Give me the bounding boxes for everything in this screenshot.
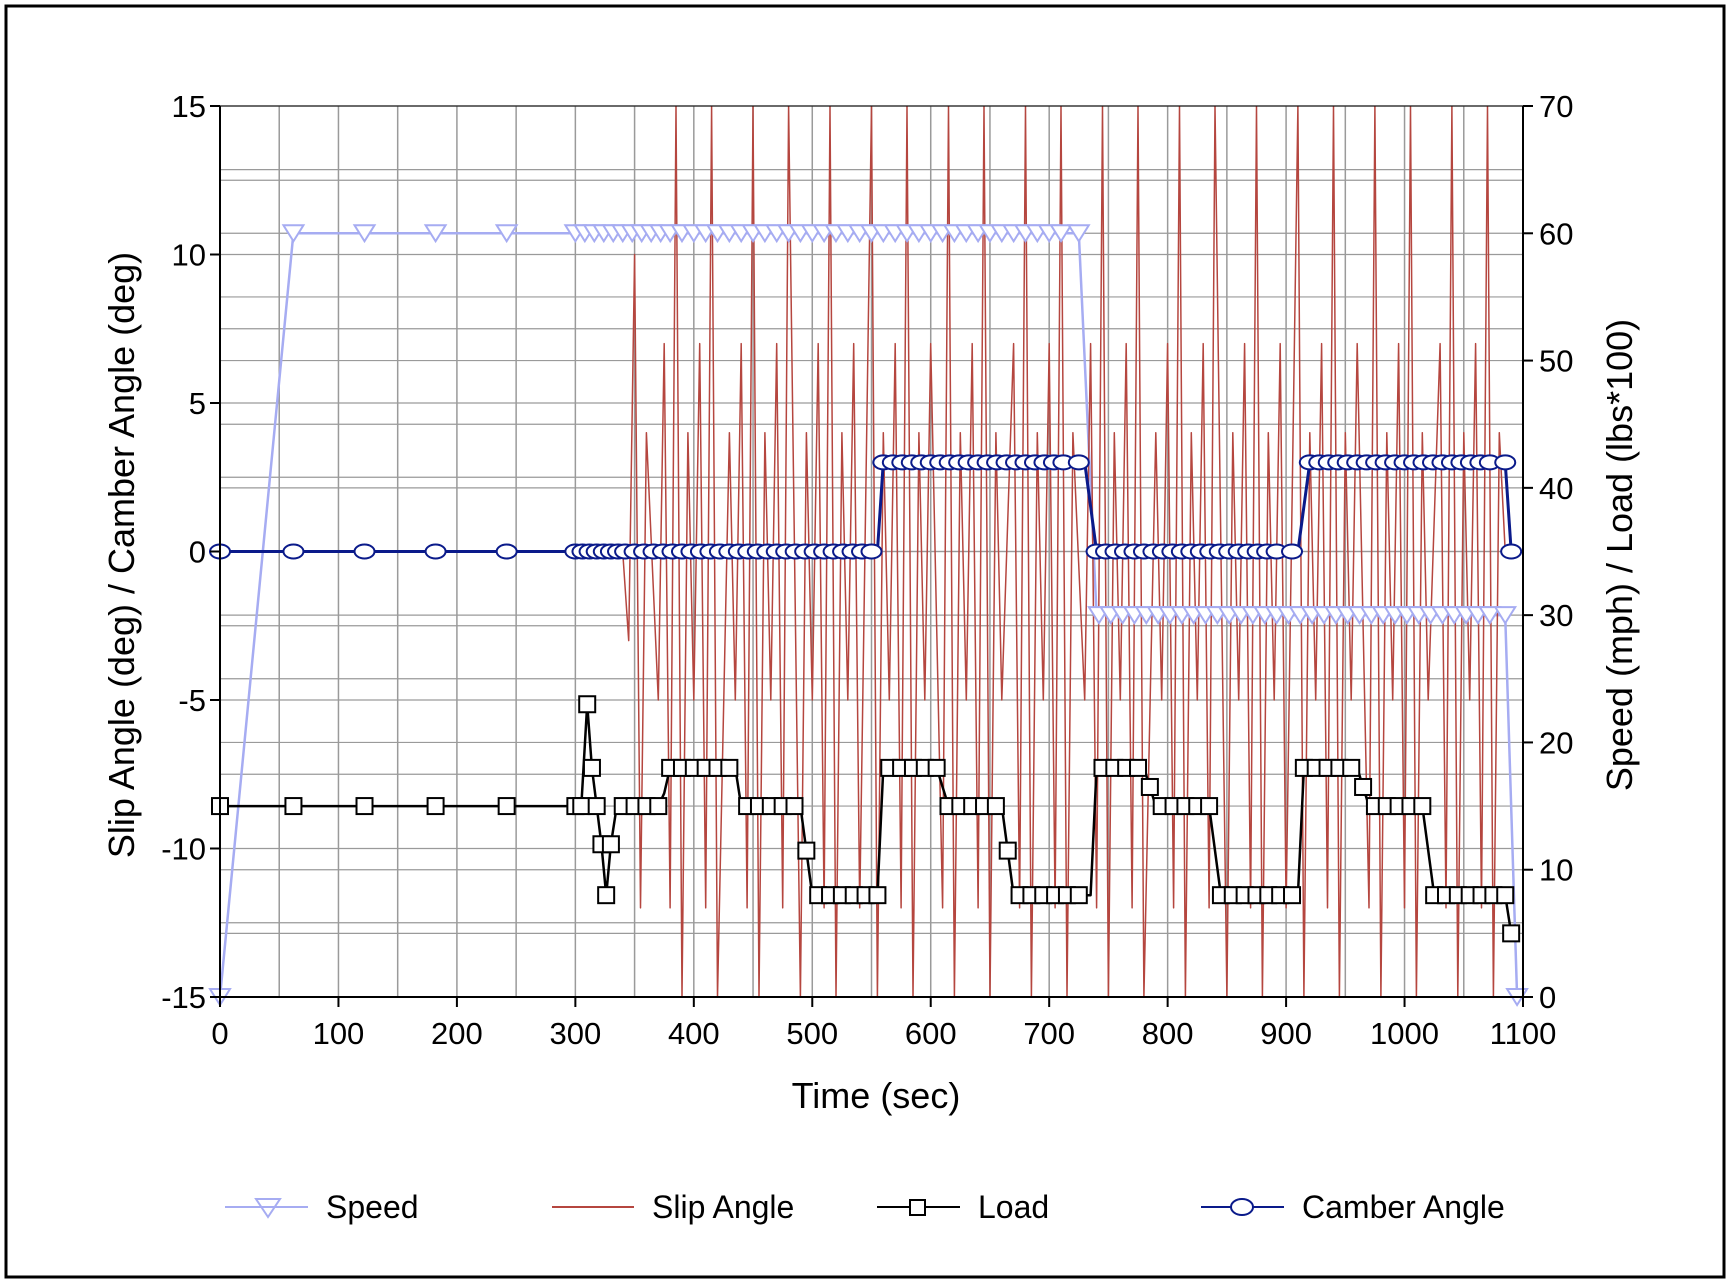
y-left-tick-label: 0 (189, 535, 206, 570)
point-load (601, 835, 620, 854)
point-camber-angle (282, 543, 305, 560)
point-speed (352, 224, 377, 244)
point-speed (1066, 224, 1091, 244)
point-load (785, 797, 804, 816)
series-line-speed (220, 232, 1519, 997)
point-load (720, 758, 739, 777)
point-camber-angle (495, 543, 518, 560)
y-left-axis-title: Slip Angle (deg) / Camber Angle (deg) (101, 252, 142, 858)
x-tick-label: 1100 (1490, 1016, 1557, 1051)
x-tick-label: 100 (313, 1016, 365, 1051)
y-right-tick-label: 30 (1539, 598, 1573, 633)
y-left-tick-label: -10 (161, 832, 206, 867)
y-right-tick-label: 70 (1539, 89, 1573, 124)
x-tick-label: 500 (786, 1016, 838, 1051)
x-tick-label: 400 (668, 1016, 720, 1051)
y-right-axis-title: Speed (mph) / Load (lbs*100) (1599, 319, 1640, 791)
point-load (578, 695, 597, 714)
y-right-tick-label: 20 (1539, 725, 1573, 760)
point-load (1496, 886, 1515, 905)
point-load (355, 797, 374, 816)
x-tick-label: 700 (1023, 1016, 1075, 1051)
legend-marker-square-icon (909, 1199, 926, 1216)
point-speed (1478, 606, 1502, 626)
point-load (1069, 886, 1088, 905)
point-camber-angle (1281, 543, 1304, 560)
x-tick-label: 200 (431, 1016, 483, 1051)
point-load (572, 797, 591, 816)
x-axis-title: Time (sec) (792, 1075, 961, 1116)
point-load (927, 758, 946, 777)
point-load (1283, 886, 1302, 905)
y-right-tick-label: 50 (1539, 344, 1573, 379)
point-load (998, 841, 1017, 860)
y-left-tick-label: 5 (189, 386, 206, 421)
tick-labels: 0 100 200 300 400 500 600 700 800 900 1000 11001510… (161, 89, 1573, 1051)
y-left-tick-label: -15 (161, 980, 206, 1015)
point-speed (281, 224, 306, 244)
point-load (597, 886, 616, 905)
point-load (1342, 758, 1361, 777)
point-load (986, 797, 1005, 816)
point-camber-angle (1067, 454, 1090, 471)
point-load (1354, 777, 1373, 796)
legend-label-slip-angle: Slip Angle (652, 1189, 794, 1225)
legend-item-camber-angle: Camber Angle (1201, 1189, 1505, 1225)
legend-item-slip-angle: Slip Angle (552, 1189, 794, 1225)
point-speed (1493, 606, 1518, 626)
y-right-tick-label: 40 (1539, 471, 1573, 506)
point-speed (423, 224, 448, 244)
legend-label-speed: Speed (326, 1189, 419, 1225)
legend-label-load: Load (978, 1189, 1049, 1225)
y-left-tick-label: -5 (178, 683, 206, 718)
x-tick-label: 900 (1260, 1016, 1312, 1051)
chart-frame (4, 4, 1726, 1279)
x-tick-label: 1000 (1370, 1016, 1439, 1051)
x-tick-label: 800 (1142, 1016, 1194, 1051)
point-load (426, 797, 445, 816)
y-right-tick-label: 10 (1539, 853, 1573, 888)
markers-layer (208, 224, 1529, 1007)
point-camber-angle (860, 543, 883, 560)
legend-label-camber-angle: Camber Angle (1302, 1189, 1505, 1225)
y-left-tick-label: 15 (172, 89, 206, 124)
legend-marker-triangle-icon (254, 1198, 282, 1219)
legend-marker-circle-icon (1230, 1198, 1254, 1216)
point-load (1140, 777, 1159, 796)
x-tick-label: 300 (549, 1016, 601, 1051)
point-speed (494, 224, 519, 244)
x-tick-label: 0 (211, 1016, 228, 1051)
legend: Speed Slip Angle Load Camber Angle (225, 1189, 1505, 1225)
y-right-tick-label: 0 (1539, 980, 1556, 1015)
y-left-tick-label: 10 (172, 238, 206, 273)
point-load (284, 797, 303, 816)
point-camber-angle (1500, 543, 1523, 560)
x-tick-label: 600 (905, 1016, 957, 1051)
point-load (1200, 797, 1219, 816)
point-speed (1049, 224, 1073, 244)
point-camber-angle (1494, 454, 1517, 471)
legend-item-speed: Speed (225, 1189, 419, 1225)
point-camber-angle (424, 543, 447, 560)
y-right-tick-label: 60 (1539, 216, 1573, 251)
point-load (1502, 924, 1521, 943)
point-load (649, 797, 668, 816)
legend-item-load: Load (877, 1189, 1049, 1225)
point-load (497, 797, 516, 816)
point-load (1129, 758, 1148, 777)
point-camber-angle (353, 543, 376, 560)
point-load (1413, 797, 1432, 816)
point-load (797, 841, 816, 860)
point-load (582, 758, 601, 777)
point-load (587, 797, 606, 816)
point-load (868, 886, 887, 905)
